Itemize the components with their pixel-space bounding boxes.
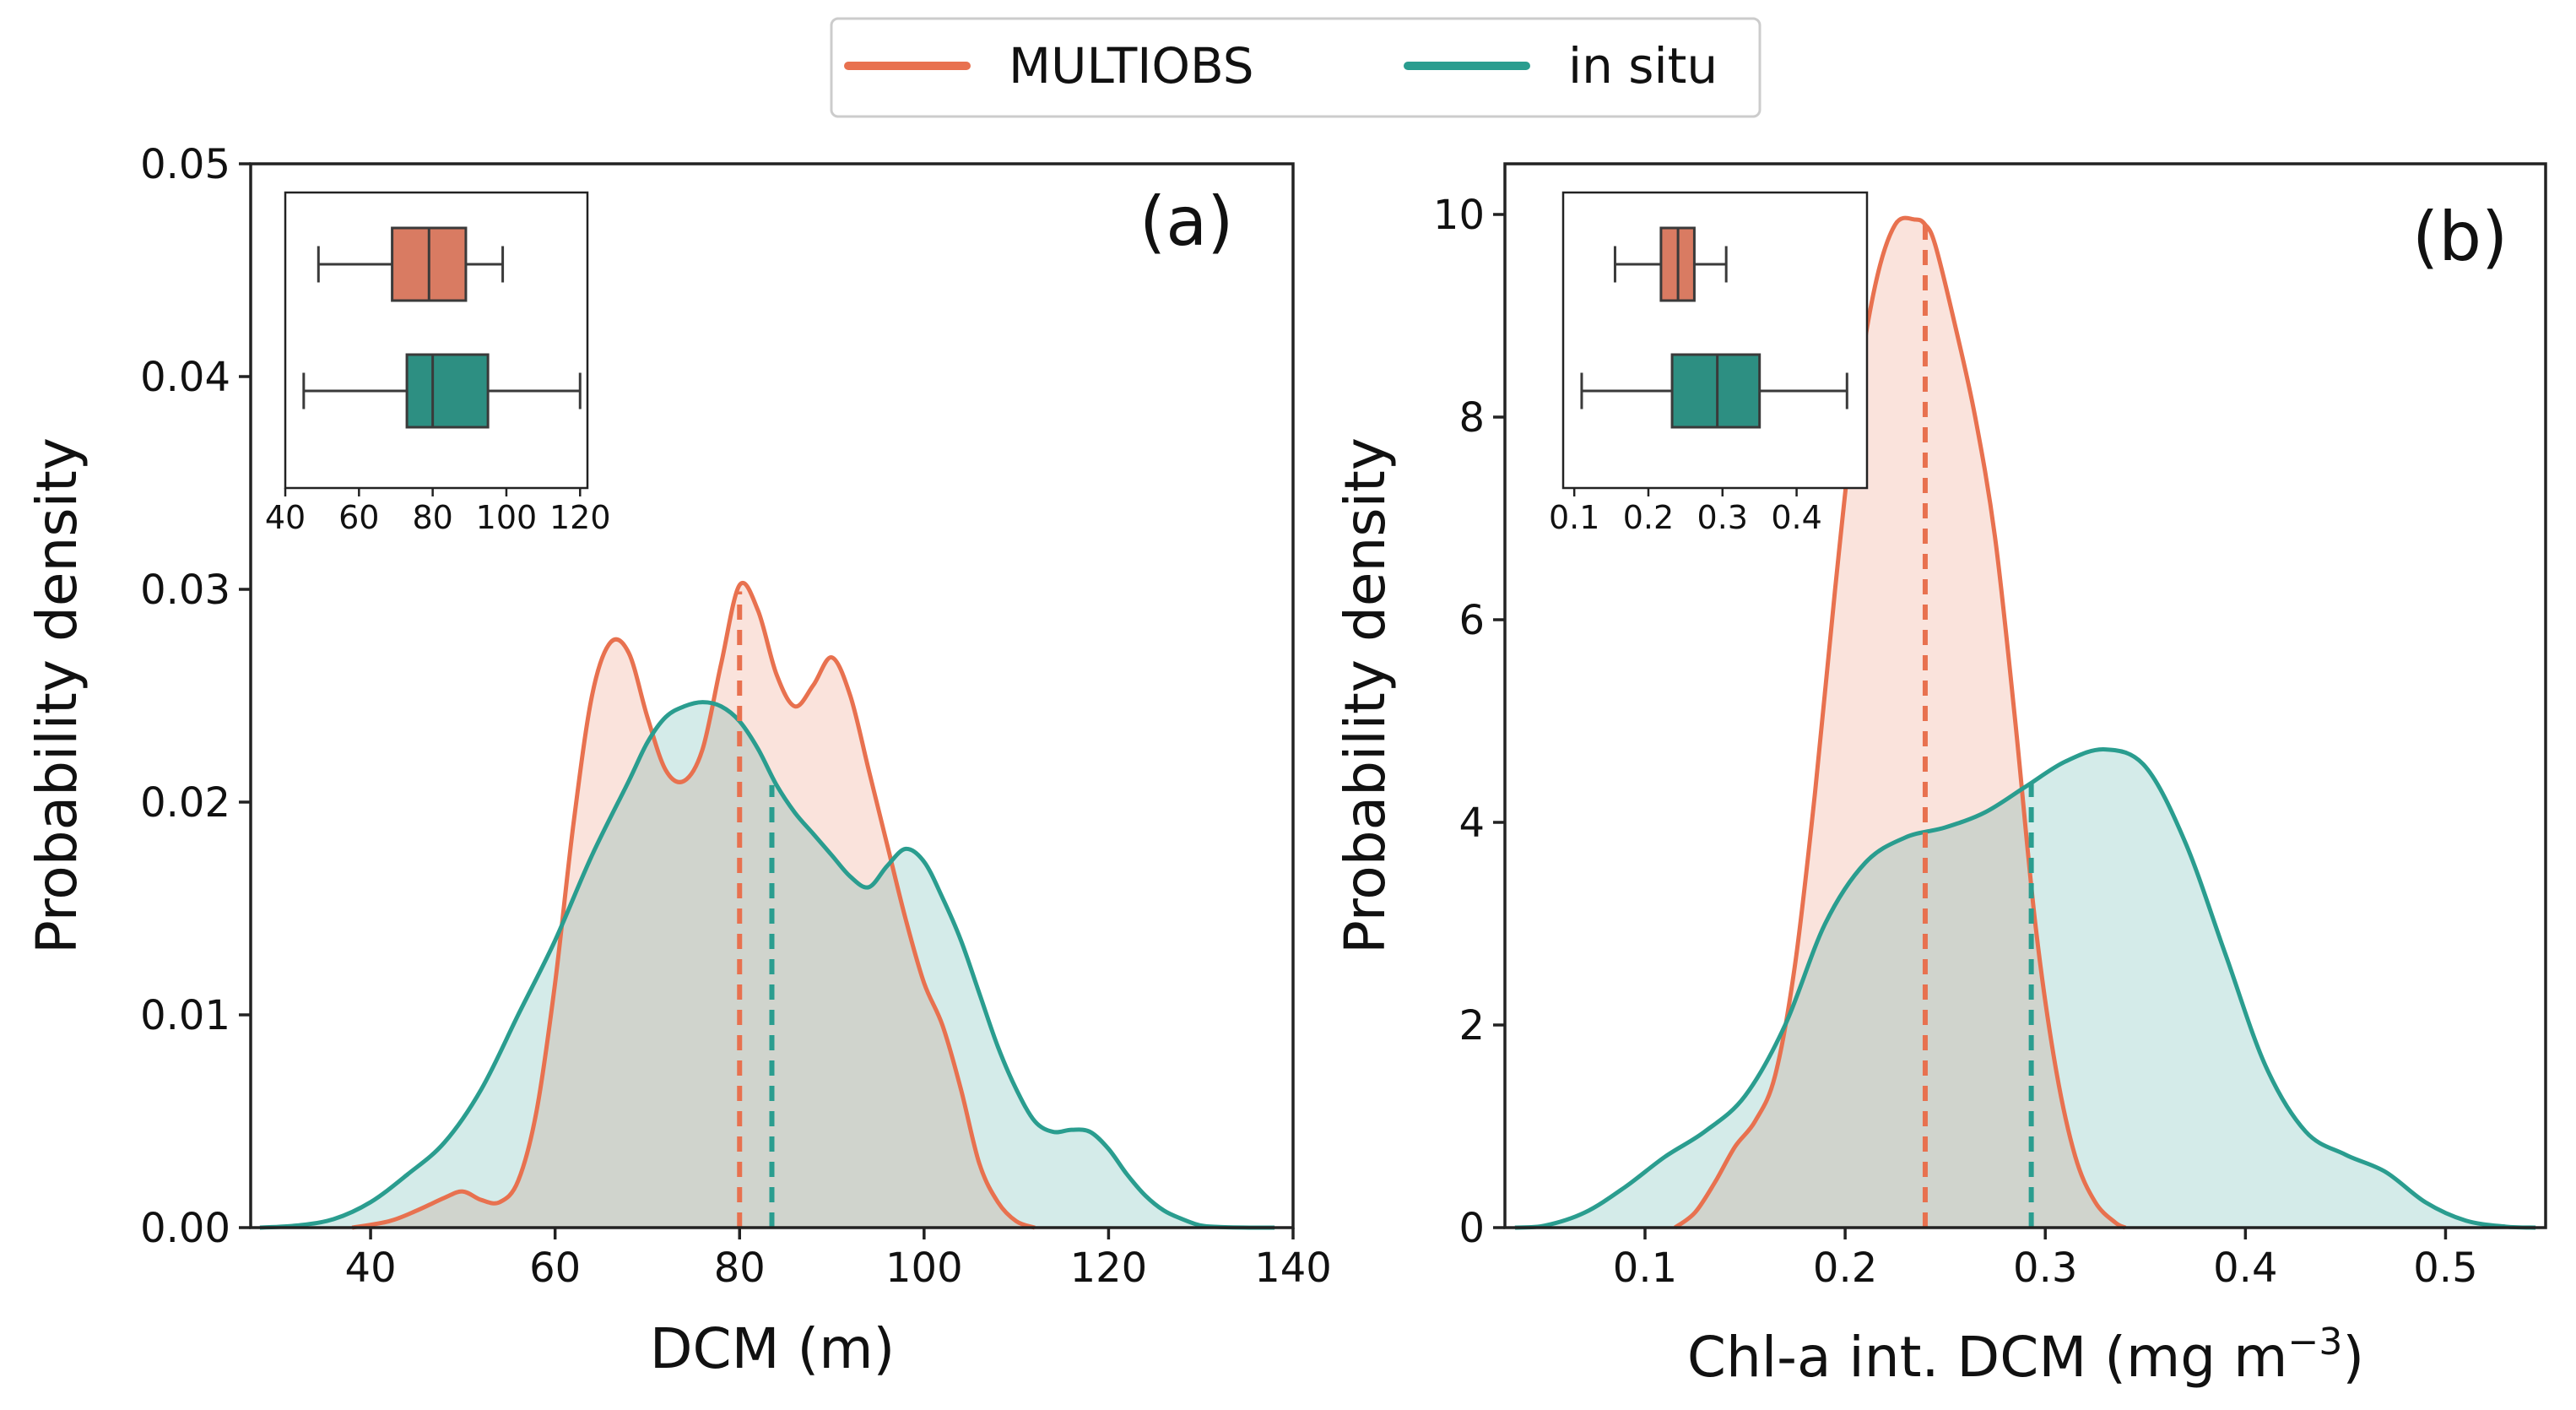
panel-a-inset-xtick-label: 80: [412, 499, 452, 536]
legend-multiobs-label: MULTIOBS: [1009, 37, 1254, 95]
panel-b-xtick-label: 0.4: [2213, 1245, 2277, 1292]
panel-b-inset-xtick-label: 0.4: [1771, 499, 1821, 536]
panel-b-xlabel-superscript: −3: [2287, 1321, 2342, 1364]
panel-a-xtick-label: 60: [529, 1245, 581, 1292]
panel-a-inset-xtick-label: 60: [338, 499, 379, 536]
panel-a-inset: 40 60 80 100 120: [265, 191, 611, 536]
panel-b-xlabel-suffix: ): [2342, 1325, 2364, 1390]
panel-a-xtick-label: 40: [345, 1245, 397, 1292]
legend-frame: [830, 17, 1762, 118]
panel-a-ylabel: Probability density: [24, 437, 89, 954]
panel-a-inset-layer: 40 60 80 100 120: [265, 226, 611, 536]
panel-a-ytick-label: 0.05: [140, 141, 230, 188]
panel-a: 40 60 80 100 120 1400.000.010.020.030.040.05 …: [24, 141, 1332, 1381]
panel-a-ticks: 40 60 80 100 120 140 0.00 0.01 0.02 0.03 0.04 0.05: [140, 141, 1332, 1292]
panel-b-insitu-curve: [1514, 747, 2536, 1230]
panel-a-xtick-label: 140: [1254, 1245, 1332, 1292]
panel-b-plot-layer: [1514, 215, 2536, 1230]
panel-a-ytick-label: 0.02: [140, 779, 230, 827]
panel-b-xlabel: Chl-a int. DCM (mg m−3): [1687, 1321, 2364, 1390]
panel-b-label: (b): [2412, 198, 2508, 276]
panel-b-inset-xtick-label: 0.2: [1623, 499, 1674, 536]
panel-b-ytick-label: 10: [1433, 192, 1485, 239]
panel-a-ytick-label: 0.03: [140, 567, 230, 614]
panel-b-ytick-label: 4: [1458, 800, 1485, 847]
panel-a-ytick-label: 0.04: [140, 354, 230, 401]
panel-b-frame: [1503, 162, 2547, 1229]
panel-a-ytick-label: 0.01: [140, 992, 230, 1039]
panel-a-xtick-label: 120: [1070, 1245, 1148, 1292]
panel-b-xtick-label: 0.1: [1613, 1245, 1677, 1292]
panel-b-inset-insitu-box: [1670, 353, 1762, 429]
legend: MULTIOBS in situ: [830, 17, 1762, 118]
panel-b-inset: 0.1 0.2 0.3 0.4: [1549, 191, 1869, 536]
panel-b-ytick-label: 2: [1458, 1002, 1485, 1049]
panel-b-xlabel-main: Chl-a int. DCM (mg m: [1687, 1325, 2288, 1390]
legend-insitu-label: in situ: [1568, 37, 1718, 95]
panel-b-ticks: 0.1 0.2 0.3 0.4 0.5 0 2 4 6 8 10: [1433, 192, 2478, 1292]
panel-b-ylabel: Probability density: [1333, 437, 1398, 954]
panel-a-xtick-label: 80: [714, 1245, 766, 1292]
panel-a-insitu-curve: [259, 700, 1275, 1230]
panel-b: 0.1 0.2 0.3 0.4 0.5 0 2 4 6 8 10 (b) Probability d…: [1333, 162, 2547, 1390]
panel-a-xtick-label: 100: [885, 1245, 963, 1292]
panel-a-insitu-fill: [259, 702, 1275, 1228]
panel-a-inset-xtick-label: 120: [549, 499, 611, 536]
panel-a-inset-insitu-box: [405, 353, 490, 429]
panel-b-inset-layer: 0.1 0.2 0.3 0.4: [1549, 226, 1848, 536]
panel-a-inset-xtick-label: 100: [476, 499, 538, 536]
panel-b-xtick-label: 0.3: [2013, 1245, 2077, 1292]
panel-b-ytick-label: 6: [1458, 597, 1485, 644]
panel-b-inset-frame: [1561, 191, 1869, 490]
panel-a-label: (a): [1139, 182, 1233, 261]
panel-a-ytick-label: 0.00: [140, 1205, 230, 1252]
panel-a-xlabel: DCM (m): [650, 1316, 896, 1381]
panel-b-multiobs-fill: [1675, 218, 2126, 1228]
panel-b-multiobs-curve: [1674, 215, 2127, 1230]
panel-b-ytick-label: 0: [1458, 1205, 1485, 1252]
panel-a-multiobs-fill: [352, 583, 1035, 1228]
panel-b-xtick-label: 0.5: [2413, 1245, 2477, 1292]
panel-a-plot-layer: [259, 581, 1275, 1230]
panel-b-inset-xtick-label: 0.1: [1549, 499, 1599, 536]
panel-a-multiobs-curve: [351, 581, 1036, 1230]
panel-b-ytick-label: 8: [1458, 394, 1485, 442]
panel-b-inset-xtick-label: 0.3: [1697, 499, 1748, 536]
panel-b-xtick-label: 0.2: [1813, 1245, 1877, 1292]
panel-a-inset-xtick-label: 40: [265, 499, 306, 536]
panel-a-frame: [249, 162, 1295, 1229]
panel-b-insitu-fill: [1514, 749, 2536, 1228]
